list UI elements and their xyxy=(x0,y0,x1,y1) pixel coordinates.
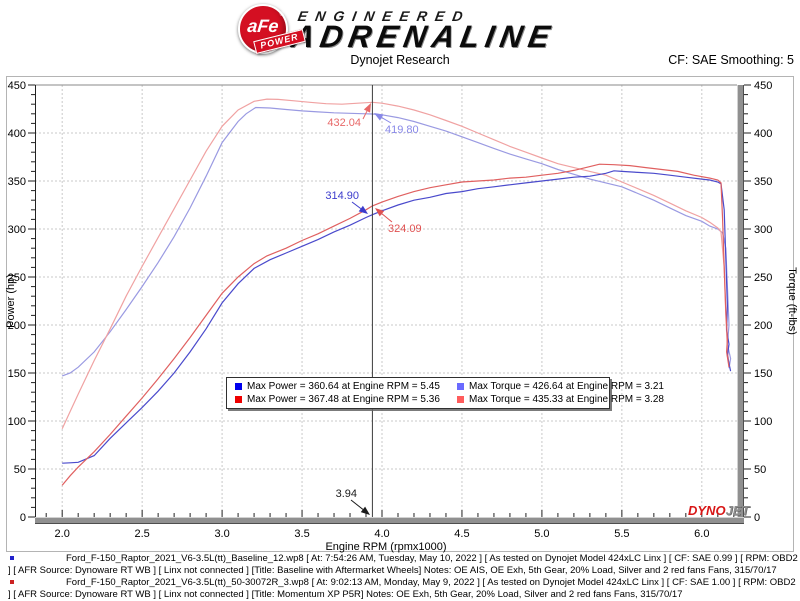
run-info-text: Ford_F-150_Raptor_2021_V6-3.5L(tt)_50-30… xyxy=(8,577,796,600)
run-info-record: Ford_F-150_Raptor_2021_V6-3.5L(tt)_Basel… xyxy=(0,553,798,576)
legend-entry-label: Max Torque = 426.64 at Engine RPM = 3.21 xyxy=(469,381,664,392)
svg-text:4.5: 4.5 xyxy=(454,528,469,540)
afe-power-logo: aFe ® POWER ENGINEERED ADRENALINE xyxy=(232,2,577,54)
svg-text:450: 450 xyxy=(754,80,772,92)
x-axis-labels: 2.0 2.5 3.0 3.5 4.0 4.5 5.0 5.5 6.0 xyxy=(55,528,710,540)
svg-text:3.0: 3.0 xyxy=(214,528,229,540)
svg-text:6.0: 6.0 xyxy=(694,528,709,540)
chart-legend: Max Power = 360.64 at Engine RPM = 5.45 M… xyxy=(226,377,664,409)
power-axis-title: Power (hp) xyxy=(5,274,17,328)
svg-text:4.0: 4.0 xyxy=(374,528,389,540)
svg-text:432.04: 432.04 xyxy=(327,117,361,129)
svg-text:419.80: 419.80 xyxy=(385,124,419,136)
legend-swatch-icon xyxy=(457,383,464,390)
x-axis-ticks xyxy=(45,510,735,517)
svg-text:5.5: 5.5 xyxy=(614,528,629,540)
svg-text:100: 100 xyxy=(8,416,26,428)
annotation-324-09: 324.09 xyxy=(375,208,422,235)
power-axis-ticks xyxy=(28,84,35,518)
svg-text:300: 300 xyxy=(8,224,26,236)
svg-text:2.5: 2.5 xyxy=(134,528,149,540)
svg-text:150: 150 xyxy=(8,368,26,380)
svg-text:100: 100 xyxy=(754,416,772,428)
legend-swatch-icon xyxy=(457,396,464,403)
rpm-axis-title: Engine RPM (rpmx1000) xyxy=(325,541,446,553)
axis-bars xyxy=(35,85,744,524)
svg-text:400: 400 xyxy=(8,128,26,140)
dynojet-watermark: DYNOJET xyxy=(688,503,749,518)
svg-text:0: 0 xyxy=(754,512,760,524)
legend-swatch-icon xyxy=(235,383,242,390)
dynojet-watermark-dyno: DYNO xyxy=(688,503,726,518)
svg-text:2.0: 2.0 xyxy=(55,528,70,540)
run-info-record: Ford_F-150_Raptor_2021_V6-3.5L(tt)_50-30… xyxy=(0,577,798,600)
run-info-footer: Ford_F-150_Raptor_2021_V6-3.5L(tt)_Basel… xyxy=(0,553,798,601)
graph-frame xyxy=(6,76,794,552)
correction-factor-label: CF: SAE Smoothing: 5 xyxy=(668,53,794,67)
svg-text:0: 0 xyxy=(20,512,26,524)
curve-baseline-torque xyxy=(61,106,732,377)
svg-text:150: 150 xyxy=(754,368,772,380)
legend-swatch-icon xyxy=(235,396,242,403)
annotation-314-90: 314.90 xyxy=(325,190,368,214)
svg-text:400: 400 xyxy=(754,128,772,140)
gridlines xyxy=(35,84,737,517)
torque-axis-labels: 0 50 100 150 200 250 300 350 400 450 xyxy=(754,80,772,524)
annotation-419-80: 419.80 xyxy=(374,113,419,136)
legend-entry-label: Max Power = 360.64 at Engine RPM = 5.45 xyxy=(247,381,440,392)
run-bullet-icon xyxy=(10,556,14,560)
svg-text:324.09: 324.09 xyxy=(388,223,422,235)
torque-axis-ticks xyxy=(744,84,751,518)
curve-momentum-xp-torque xyxy=(61,98,730,429)
power-axis-labels: 0 50 100 150 200 250 300 350 400 450 xyxy=(8,80,26,524)
svg-text:300: 300 xyxy=(754,224,772,236)
svg-text:3.94: 3.94 xyxy=(336,488,357,500)
svg-text:350: 350 xyxy=(8,176,26,188)
chart-title: Dynojet Research xyxy=(350,53,450,67)
svg-text:200: 200 xyxy=(754,320,772,332)
legend-entry: Max Torque = 435.33 at Engine RPM = 3.28 xyxy=(457,393,664,406)
svg-text:3.5: 3.5 xyxy=(294,528,309,540)
run-info-text: Ford_F-150_Raptor_2021_V6-3.5L(tt)_Basel… xyxy=(8,553,798,576)
torque-axis-title: Torque (ft-lbs) xyxy=(786,267,798,335)
svg-text:50: 50 xyxy=(14,464,26,476)
svg-text:350: 350 xyxy=(754,176,772,188)
svg-text:50: 50 xyxy=(754,464,766,476)
svg-text:314.90: 314.90 xyxy=(325,190,359,202)
annotation-3-94: 3.94 xyxy=(336,488,370,515)
svg-text:450: 450 xyxy=(8,80,26,92)
run-bullet-icon xyxy=(10,580,14,584)
registered-mark: ® xyxy=(279,12,284,18)
svg-text:250: 250 xyxy=(8,272,26,284)
curve-baseline-power xyxy=(62,170,732,464)
legend-entry-label: Max Power = 367.48 at Engine RPM = 5.36 xyxy=(247,394,440,405)
svg-text:200: 200 xyxy=(8,320,26,332)
legend-entry: Max Torque = 426.64 at Engine RPM = 3.21 xyxy=(457,380,664,393)
legend-entry: Max Power = 360.64 at Engine RPM = 5.45 xyxy=(235,380,457,393)
legend-entry: Max Power = 367.48 at Engine RPM = 5.36 xyxy=(235,393,457,406)
svg-text:250: 250 xyxy=(754,272,772,284)
svg-text:5.0: 5.0 xyxy=(534,528,549,540)
legend-entry-label: Max Torque = 435.33 at Engine RPM = 3.28 xyxy=(469,394,664,405)
dynojet-watermark-jet: JET xyxy=(725,503,750,518)
annotation-432-04: 432.04 xyxy=(327,103,371,129)
curve-momentum-xp-power xyxy=(61,163,730,486)
